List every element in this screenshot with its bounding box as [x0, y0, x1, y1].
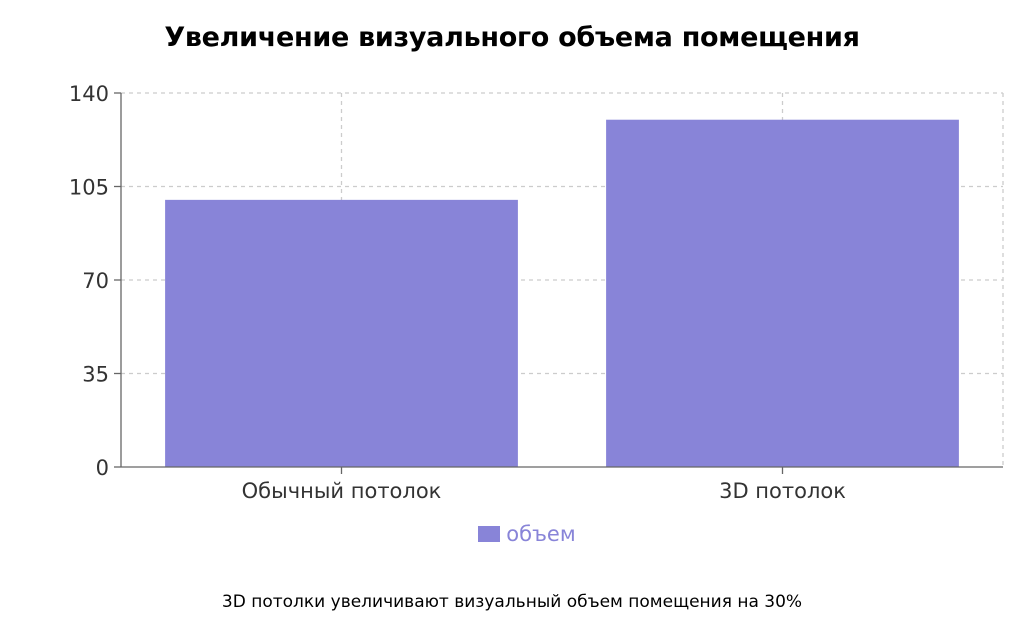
y-tick-labels: 0 35 70 105 140: [69, 82, 109, 480]
bar[interactable]: [606, 119, 959, 467]
chart-title: Увеличение визуального объема помещения: [164, 22, 860, 53]
legend-label: объем: [506, 522, 576, 546]
chart-footnote: 3D потолки увеличивают визуальный объем …: [221, 592, 803, 612]
legend-swatch: [478, 526, 501, 542]
x-tick-label: Обычный потолок: [242, 479, 442, 503]
axes: [114, 92, 1003, 474]
x-tick-labels: Обычный потолок 3D потолок: [242, 479, 846, 503]
x-tick-label: 3D потолок: [719, 479, 846, 503]
y-tick-label: 70: [82, 269, 109, 293]
y-tick-label: 140: [69, 82, 109, 106]
legend: объем: [0, 522, 1024, 546]
y-tick-label: 35: [82, 363, 109, 387]
bars: [165, 119, 959, 467]
y-tick-label: 0: [96, 456, 109, 480]
bar[interactable]: [165, 199, 518, 467]
y-tick-label: 105: [69, 176, 109, 200]
